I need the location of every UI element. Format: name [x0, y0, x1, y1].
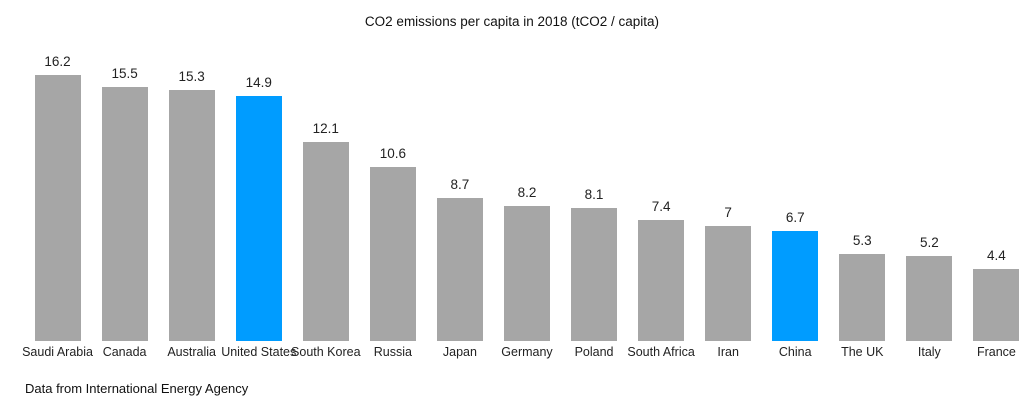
bar-category-label: Poland: [574, 345, 614, 359]
bar-category-label: The UK: [841, 345, 884, 359]
bar-value-label: 15.3: [178, 68, 205, 84]
bar-category-label: United States: [221, 345, 297, 359]
bar-column-saudi-arabia: 16.2 Saudi Arabia: [22, 0, 93, 362]
bar-value-label: 8.7: [450, 177, 470, 193]
bar-value-label: 14.9: [245, 75, 272, 91]
bar-column-south-korea: 12.1 South Korea: [291, 0, 361, 362]
bar-category-label: South Africa: [627, 345, 695, 359]
bar-poland: [571, 208, 618, 341]
bar-column-poland: 8.1 Poland: [561, 0, 628, 362]
bar-category-label: China: [778, 345, 812, 359]
bar-column-japan: 8.7 Japan: [426, 0, 493, 362]
bar-russia: [369, 166, 416, 341]
bar-france: [973, 268, 1020, 341]
bar-category-label: Iran: [717, 345, 739, 359]
bar-germany: [503, 206, 550, 341]
bar-chart-plot-area: 16.2 Saudi Arabia 15.5 Canada 15.3 Australia 1…: [22, 0, 1024, 362]
bar-column-france: 4.4 France: [963, 0, 1024, 362]
bar-category-label: Russia: [373, 345, 412, 359]
bar-category-label: Germany: [501, 345, 553, 359]
bar-value-label: 16.2: [44, 54, 71, 69]
bar-category-label: Canada: [102, 345, 147, 359]
bar-column-italy: 5.2 Italy: [896, 0, 963, 362]
bar-category-label: France: [976, 345, 1016, 359]
bar-value-label: 10.6: [379, 145, 406, 161]
bar-category-label: South Korea: [291, 345, 361, 359]
bar-value-label: 7.4: [651, 198, 671, 214]
bar-value-label: 12.1: [312, 121, 339, 137]
bar-column-australia: 15.3 Australia: [158, 0, 225, 362]
bar-value-label: 5.2: [919, 234, 939, 250]
source-note: Data from International Energy Agency: [25, 381, 249, 396]
bar-value-label: 8.2: [517, 185, 537, 201]
bar-column-russia: 10.6 Russia: [359, 0, 426, 362]
bar-category-label: Saudi Arabia: [22, 345, 93, 359]
bar-column-iran: 7 Iran: [695, 0, 762, 362]
bar-column-china: 6.7 China: [762, 0, 829, 362]
bar-column-germany: 8.2 Germany: [493, 0, 560, 362]
bar-value-label: 7: [724, 205, 732, 221]
bar-japan: [436, 198, 483, 341]
bar-china: [772, 231, 819, 341]
bar-value-label: 8.1: [584, 187, 604, 202]
bar-category-label: Japan: [442, 345, 477, 359]
bar-saudi-arabia: [34, 75, 81, 341]
bar-australia: [168, 89, 215, 341]
bar-canada: [101, 86, 148, 341]
bar-column-south-africa: 7.4 South Africa: [627, 0, 695, 362]
bar-column-canada: 15.5 Canada: [91, 0, 158, 362]
bar-column-the-uk: 5.3 The UK: [829, 0, 896, 362]
bar-value-label: 4.4: [987, 247, 1006, 263]
bar-value-label: 15.5: [111, 65, 138, 81]
bar-italy: [906, 255, 953, 341]
bar-south-africa: [638, 219, 685, 341]
bar-category-label: Italy: [917, 345, 941, 359]
bar-iran: [705, 226, 752, 341]
bar-column-united-states: 14.9 United States: [221, 0, 296, 362]
bar-value-label: 6.7: [785, 210, 805, 225]
bar-value-label: 5.3: [852, 233, 872, 248]
bar-south-korea: [302, 142, 349, 341]
chart-title: CO2 emissions per capita in 2018 (tCO2 /…: [364, 14, 660, 29]
bar-the-uk: [839, 254, 886, 341]
bar-category-label: Australia: [167, 345, 216, 359]
bar-united-states: [235, 96, 282, 341]
